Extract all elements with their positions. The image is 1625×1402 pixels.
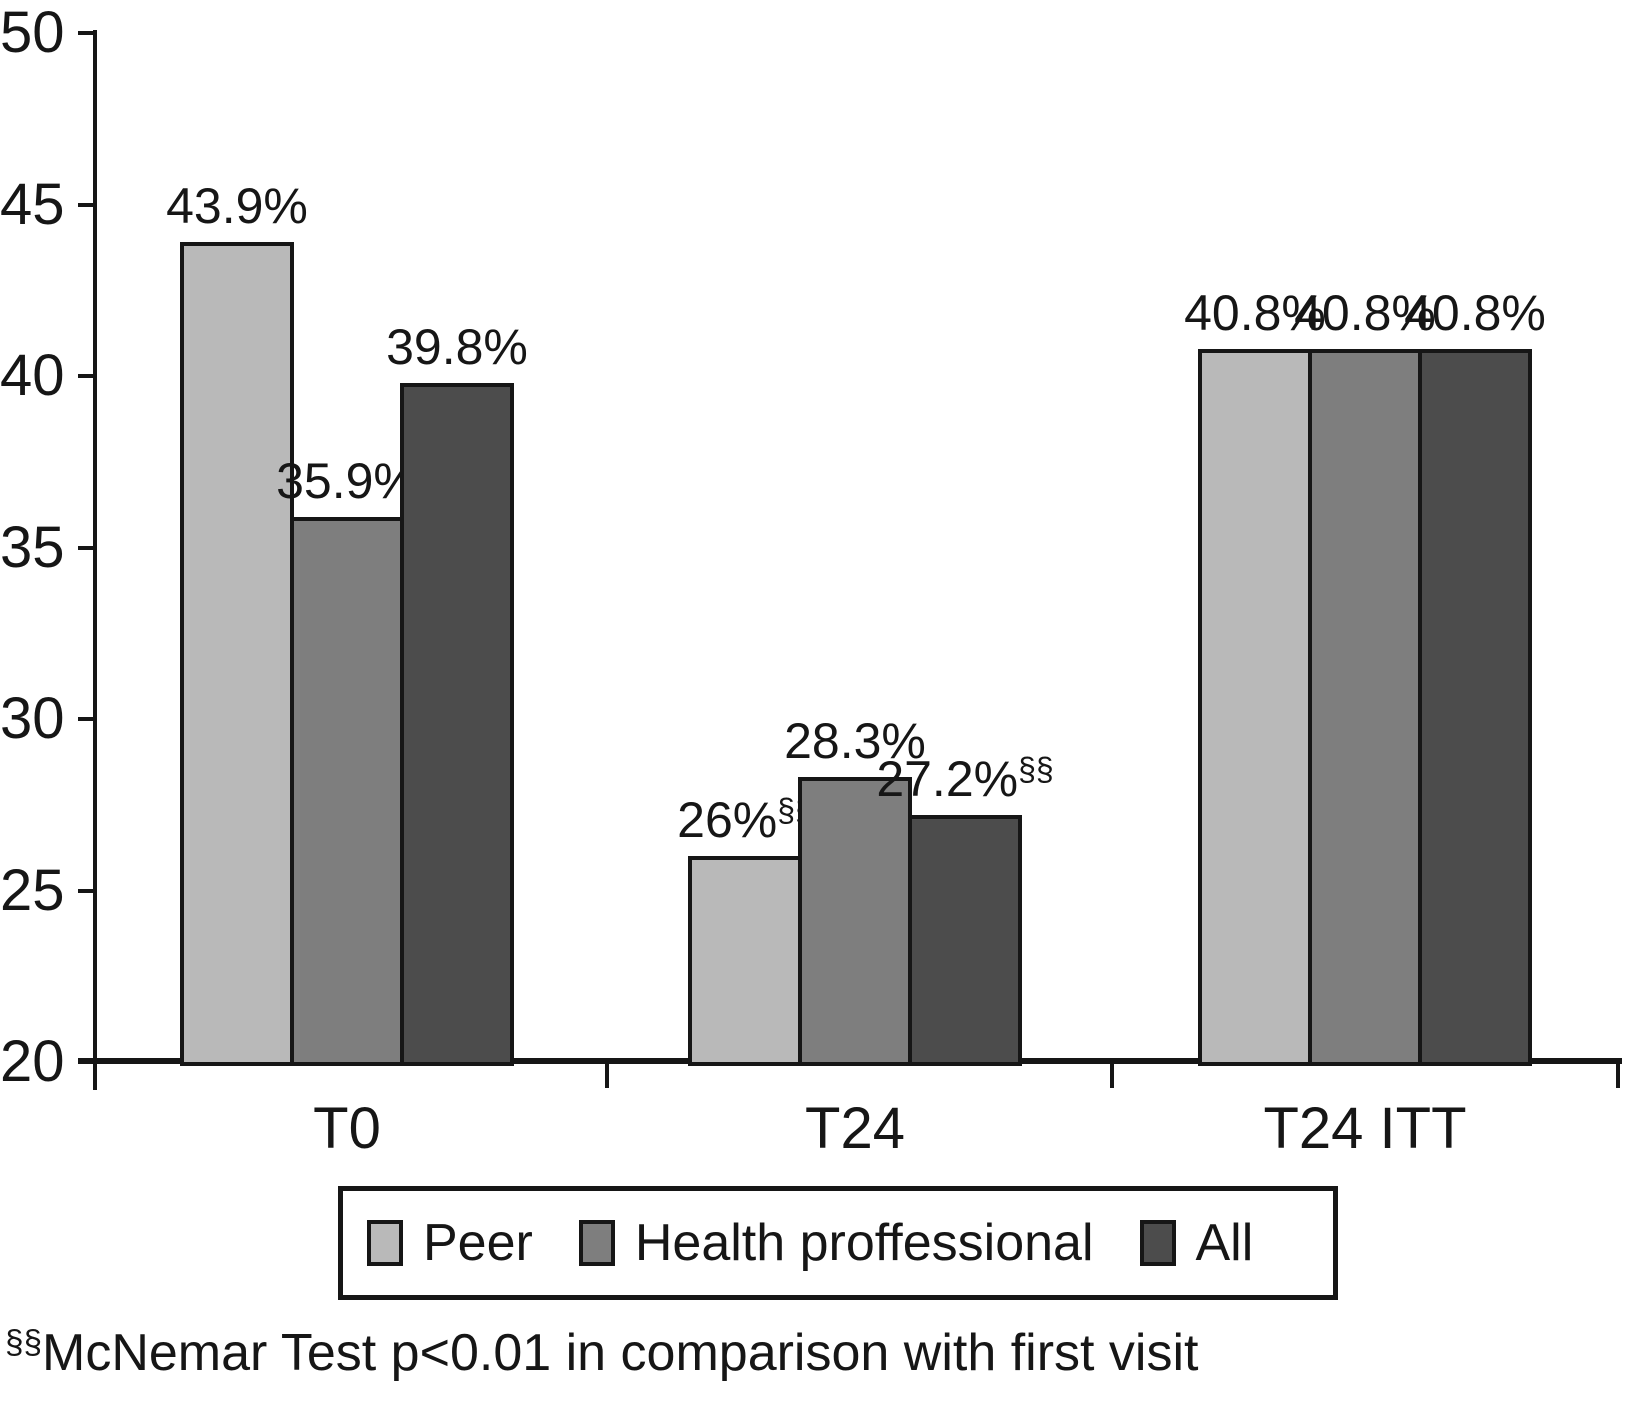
- legend-swatch-icon: [578, 1220, 615, 1266]
- significance-marker: §§: [1018, 751, 1054, 788]
- bar-T0-all: [400, 382, 514, 1066]
- y-tick: [78, 202, 95, 207]
- legend-label: Peer: [423, 1214, 533, 1272]
- bar-T24-all: [908, 815, 1022, 1066]
- y-tick: [78, 1060, 95, 1064]
- y-tick: [78, 717, 95, 721]
- legend-item: Health proffessional: [578, 1214, 1094, 1272]
- legend: Peer Health proffessional All: [338, 1186, 1338, 1300]
- legend-item: All: [1139, 1214, 1254, 1272]
- y-tick-label: 30: [0, 686, 65, 751]
- y-tick-label: 45: [0, 171, 65, 237]
- category-label-t24-itt: T24 ITT: [1263, 1096, 1467, 1161]
- bar-value-label: 28.3%: [784, 713, 926, 770]
- bar-value-label: 40.8%: [1404, 284, 1546, 341]
- bar-T24-ITT-health: [1308, 348, 1422, 1066]
- bar-value-label: 26%§§: [677, 792, 813, 849]
- y-tick-label: 40: [0, 343, 65, 408]
- y-tick: [78, 545, 95, 550]
- bar-value-label: 35.9%: [276, 452, 418, 509]
- legend-swatch-icon: [1139, 1220, 1176, 1266]
- y-tick-label: 50: [0, 0, 65, 65]
- bar-T24-peer: [688, 856, 802, 1066]
- bar-T0-health: [290, 516, 404, 1066]
- bar-value-label: 40.8%: [1184, 284, 1326, 341]
- y-tick: [78, 888, 95, 893]
- legend-item: Peer: [367, 1215, 533, 1271]
- legend-swatch-icon: [367, 1220, 403, 1266]
- bar-T0-peer: [180, 242, 294, 1066]
- bar-value-label: 40.8%: [1294, 284, 1436, 341]
- bar-value-label: 27.2%§§: [876, 751, 1054, 808]
- x-tick: [1616, 1060, 1620, 1088]
- category-label-t24: T24: [805, 1096, 905, 1161]
- bar-T24-ITT-all: [1418, 348, 1532, 1066]
- y-tick: [78, 374, 95, 378]
- y-tick-label: 25: [0, 857, 65, 923]
- footnote: §§McNemar Test p<0.01 in comparison with…: [5, 1322, 1198, 1391]
- legend-label: All: [1195, 1214, 1254, 1272]
- footnote-text: McNemar Test p<0.01 in comparison with f…: [42, 1324, 1199, 1382]
- y-axis-line: [93, 30, 97, 1090]
- legend-label: Health proffessional: [634, 1214, 1094, 1272]
- bar-value-label: 39.8%: [386, 318, 528, 375]
- x-tick: [1110, 1060, 1114, 1088]
- bar-T24-ITT-peer: [1198, 348, 1312, 1066]
- x-tick: [605, 1060, 609, 1088]
- y-tick-label: 20: [0, 1029, 65, 1094]
- y-tick: [78, 31, 95, 35]
- category-label-t0: T0: [313, 1096, 381, 1161]
- bar-value-label: 43.9%: [166, 178, 308, 235]
- bar-T24-health: [798, 777, 912, 1066]
- footnote-symbol: §§: [5, 1324, 43, 1362]
- y-tick-label: 35: [0, 514, 65, 580]
